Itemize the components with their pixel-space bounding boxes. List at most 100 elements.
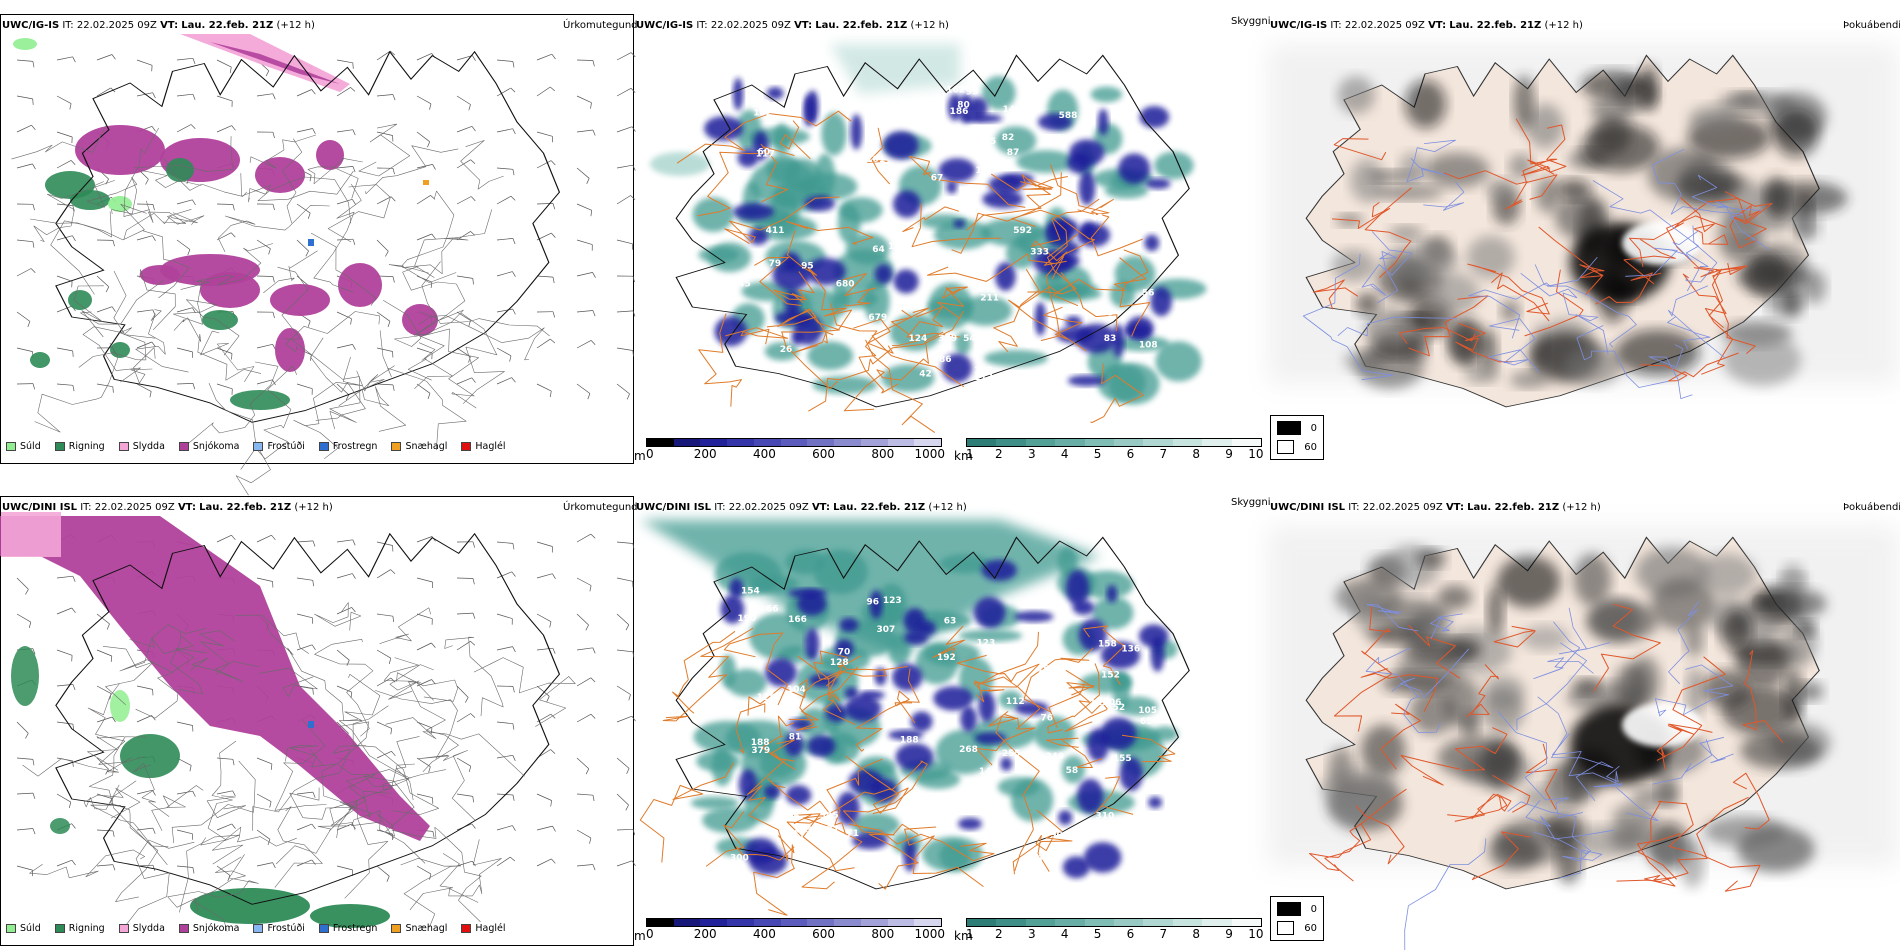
precip-type-label-top: Úrkomutegund xyxy=(563,20,638,31)
wind-barb xyxy=(216,59,232,68)
wind-barb-flag xyxy=(471,823,476,829)
rain-area xyxy=(166,158,194,182)
cloud-base-patch xyxy=(766,87,784,100)
wind-barb-flag xyxy=(72,235,76,242)
contour-line xyxy=(173,278,240,356)
contour-line xyxy=(180,243,273,290)
visibility-patch xyxy=(821,112,847,156)
sleet-area xyxy=(1,512,61,557)
road-line xyxy=(1465,664,1499,718)
colorbar-tick: 1000 xyxy=(914,447,946,461)
wind-barb-flag xyxy=(631,715,636,722)
wind-barb xyxy=(416,613,433,620)
legend-label: Snjókoma xyxy=(192,441,240,452)
road-line xyxy=(1623,238,1676,285)
contour-line xyxy=(140,170,202,188)
cloud-base-label: 167 xyxy=(1025,340,1044,350)
road-line xyxy=(871,307,965,388)
legend-swatch xyxy=(118,924,129,933)
contour-line xyxy=(87,736,125,771)
river-line xyxy=(1685,225,1718,283)
wind-barb-flag xyxy=(272,93,276,100)
wind-barb xyxy=(176,57,193,61)
fog-title-top: UWC/IG-IS IT: 22.02.2025 09Z VT: Lau. 22… xyxy=(1270,20,1583,31)
contour-line xyxy=(379,607,431,644)
wind-barb xyxy=(536,573,553,579)
river-line xyxy=(1537,696,1614,802)
road-line xyxy=(848,823,995,862)
wind-barb-flag xyxy=(71,823,76,829)
cloud-base-label: 307 xyxy=(1039,677,1058,687)
cloud-base-label: 147 xyxy=(1003,105,1022,115)
wind-barb xyxy=(16,95,33,100)
wind-barb xyxy=(496,377,512,385)
fog-legend-top: 0 60 xyxy=(1270,415,1324,460)
road-line xyxy=(1048,669,1094,728)
wind-barb xyxy=(96,306,113,313)
fog-patch xyxy=(1337,76,1375,114)
colorbar-unit: km xyxy=(954,449,973,463)
wind-barb-flag xyxy=(392,616,395,623)
legend-swatch xyxy=(318,924,329,933)
cloud-base-patch xyxy=(958,94,974,123)
contour-line xyxy=(190,658,260,682)
hail-spot xyxy=(423,180,429,185)
cloud-areas xyxy=(650,44,1207,405)
cloud-base-label: 411 xyxy=(766,226,785,236)
precip-areas xyxy=(0,512,430,928)
river-line xyxy=(1430,613,1463,640)
colorbar-tick: 600 xyxy=(812,447,836,461)
wind-barb xyxy=(336,344,353,349)
wind-barb xyxy=(56,347,73,352)
wind-barb xyxy=(96,54,113,61)
fog-legend-label: 60 xyxy=(1304,441,1317,453)
road-line xyxy=(1030,218,1068,342)
road-line xyxy=(1332,201,1391,229)
cloud-base-label: 66 xyxy=(766,605,779,615)
visibility-patch xyxy=(982,75,1016,110)
legend-item: Frostregn xyxy=(318,923,377,934)
cloud-base-patch xyxy=(804,195,836,212)
wind-barb xyxy=(176,383,194,385)
contour-line xyxy=(338,674,411,779)
visibility-colorbar-top: km 1 2 3 4 5 6 7 8 9 10 xyxy=(954,438,1264,463)
fog-legend-bottom: 0 60 xyxy=(1270,896,1324,941)
wind-barb xyxy=(16,792,34,795)
cloud-base-label: 58 xyxy=(1066,766,1079,776)
colorbar-tick: 3 xyxy=(1027,927,1036,941)
wind-barb-flag xyxy=(352,129,356,136)
visibility-patch xyxy=(749,575,799,593)
wind-barb-flag xyxy=(352,239,356,246)
road-line xyxy=(697,143,769,217)
river-line xyxy=(1655,694,1729,717)
wind-barb xyxy=(456,311,471,321)
wind-barb-flag xyxy=(630,88,636,93)
wind-barb-flag xyxy=(592,272,596,278)
fog-patch xyxy=(1389,226,1424,240)
road-line xyxy=(868,823,919,890)
river-line xyxy=(1533,621,1594,679)
river-line xyxy=(1552,733,1623,788)
river-line xyxy=(1520,272,1609,355)
wind-barb xyxy=(216,865,231,876)
wind-barb xyxy=(616,347,633,351)
wind-barb xyxy=(296,577,313,581)
contour-line xyxy=(352,705,439,815)
road-line xyxy=(779,120,811,160)
road-line xyxy=(830,303,899,394)
cloud-base-label: 106 xyxy=(1103,698,1122,708)
cloud-base-label: 379 xyxy=(938,334,957,344)
wind-barb-flag xyxy=(630,195,636,200)
fog-patch xyxy=(1464,364,1499,384)
contour-line xyxy=(419,315,545,361)
rain-area xyxy=(70,190,110,210)
contour-line xyxy=(388,209,493,274)
contour-line xyxy=(265,621,358,722)
contour-line xyxy=(135,309,189,373)
colorbar-segment xyxy=(1084,439,1115,446)
wind-barb xyxy=(136,235,153,241)
contour-line xyxy=(400,858,461,928)
legend-swatch xyxy=(461,442,472,451)
wind-barb xyxy=(136,309,153,313)
fog-index-label-bottom: Þokuábendi xyxy=(1843,502,1900,513)
